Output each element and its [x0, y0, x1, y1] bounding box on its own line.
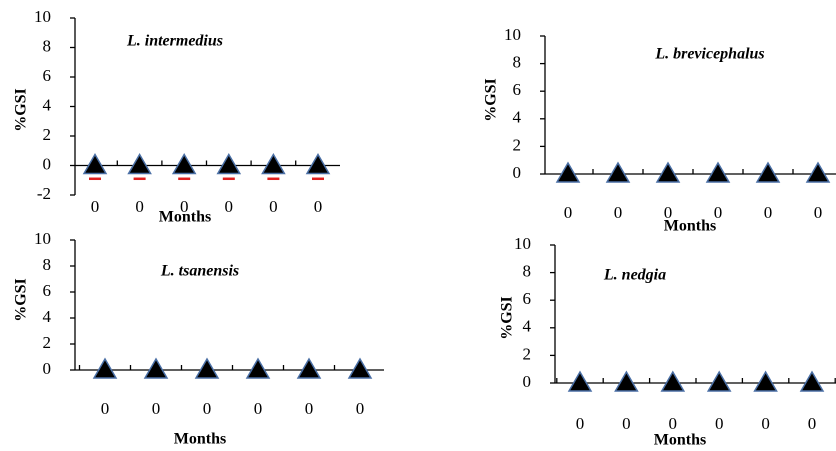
marker	[605, 161, 631, 183]
x-axis-title: Months	[664, 218, 716, 235]
marker	[171, 153, 197, 175]
marker	[753, 370, 778, 392]
marker	[805, 161, 831, 183]
marker	[194, 357, 220, 379]
y-tick-label: 6	[43, 281, 52, 300]
x-tick-label: 0	[714, 203, 723, 222]
x-tick-label: 0	[305, 399, 314, 418]
y-tick-label: 10	[34, 229, 51, 248]
y-tick-label: 0	[43, 154, 52, 173]
x-tick-label: 0	[614, 203, 623, 222]
y-axis-title: %GSI	[13, 278, 30, 322]
y-tick-label: 4	[43, 307, 52, 326]
y-tick-label: 6	[43, 66, 52, 85]
marker	[755, 161, 781, 183]
x-tick-label: 0	[669, 414, 678, 433]
x-axis-title: Months	[174, 431, 226, 448]
x-axis-title: Months	[159, 209, 211, 226]
chart-title: L. intermedius	[126, 33, 223, 50]
marker	[305, 153, 331, 175]
x-tick-label: 0	[715, 414, 724, 433]
y-axis-title: %GSI	[483, 78, 500, 122]
x-axis-title: Months	[654, 432, 706, 449]
x-tick-label: 0	[314, 197, 323, 216]
y-tick-label: -2	[37, 184, 51, 203]
chart-title: L. nedgia	[603, 267, 666, 284]
x-tick-label: 0	[152, 399, 161, 418]
y-axis-title: %GSI	[13, 88, 30, 132]
marker	[261, 153, 286, 175]
y-axis-title: %GSI	[499, 296, 516, 340]
marker	[614, 370, 639, 392]
x-tick-label: 0	[180, 197, 189, 216]
marker	[82, 153, 108, 175]
y-tick-label: 0	[513, 163, 522, 182]
marker	[127, 153, 152, 175]
y-tick-label: 4	[513, 108, 522, 127]
x-tick-label: 0	[664, 203, 673, 222]
marker	[555, 161, 581, 183]
marker	[92, 357, 118, 379]
x-tick-label: 0	[254, 399, 263, 418]
y-tick-label: 6	[513, 80, 522, 99]
y-tick-label: 8	[43, 36, 52, 55]
x-tick-label: 0	[356, 399, 365, 418]
marker	[143, 357, 169, 379]
y-tick-label: 2	[43, 125, 52, 144]
y-tick-label: 0	[43, 359, 52, 378]
x-tick-label: 0	[761, 414, 770, 433]
y-tick-label: 2	[513, 135, 522, 154]
y-tick-label: 10	[504, 25, 521, 44]
y-tick-label: 10	[514, 234, 531, 253]
y-tick-label: 8	[513, 53, 522, 72]
marker	[799, 370, 825, 392]
x-tick-label: 0	[764, 203, 773, 222]
chart-title: L. brevicephalus	[654, 46, 764, 63]
marker	[660, 370, 686, 392]
y-tick-label: 2	[43, 333, 52, 352]
marker	[706, 370, 732, 392]
x-tick-label: 0	[622, 414, 631, 433]
y-tick-label: 10	[34, 7, 51, 26]
x-tick-label: 0	[269, 197, 278, 216]
y-tick-label: 2	[523, 344, 532, 363]
y-tick-label: 6	[523, 289, 532, 308]
x-tick-label: 0	[576, 414, 585, 433]
x-tick-label: 0	[203, 399, 212, 418]
marker	[347, 357, 373, 379]
x-tick-label: 0	[225, 197, 234, 216]
y-tick-label: 4	[43, 95, 52, 114]
marker	[216, 153, 242, 175]
marker	[245, 357, 271, 379]
y-tick-label: 8	[523, 262, 532, 281]
x-tick-label: 0	[564, 203, 573, 222]
x-tick-label: 0	[91, 197, 100, 216]
marker	[296, 357, 322, 379]
x-tick-label: 0	[101, 399, 110, 418]
chart-title: L. tsanensis	[160, 263, 239, 280]
y-tick-label: 4	[523, 317, 532, 336]
marker	[567, 370, 593, 392]
y-tick-label: 8	[43, 255, 52, 274]
x-tick-label: 0	[808, 414, 817, 433]
x-tick-label: 0	[135, 197, 144, 216]
x-tick-label: 0	[814, 203, 823, 222]
marker	[655, 161, 681, 183]
marker	[705, 161, 731, 183]
y-tick-label: 0	[523, 372, 532, 391]
